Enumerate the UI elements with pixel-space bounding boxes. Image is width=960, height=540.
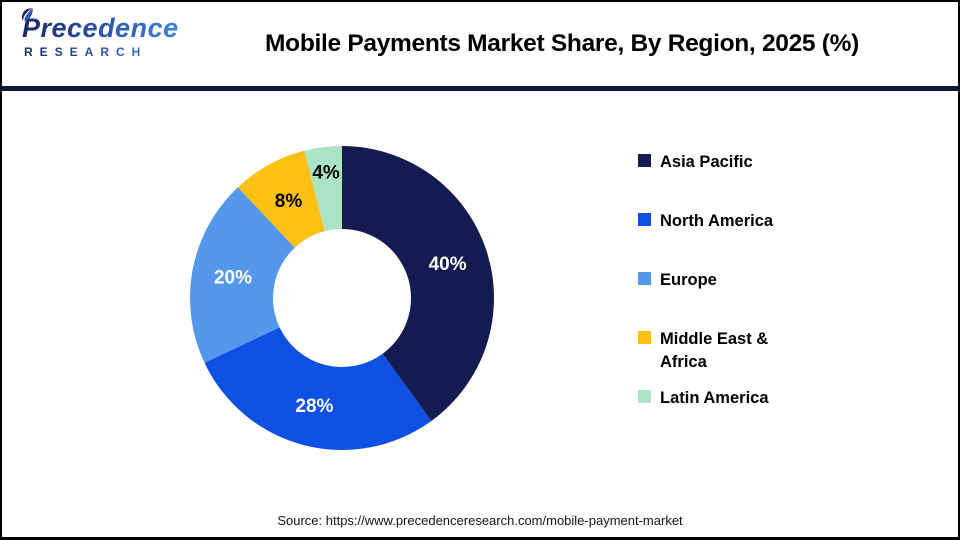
donut-chart: 40% 28% 20% 8% 4% bbox=[182, 138, 502, 458]
data-label-latin-america: 4% bbox=[312, 163, 340, 184]
legend-item-latin-america: Latin America bbox=[638, 387, 769, 410]
logo-text-precedence: Precedence bbox=[22, 13, 179, 43]
legend-label: Asia Pacific bbox=[660, 153, 753, 171]
data-label-middle-east-africa: 8% bbox=[275, 191, 303, 212]
legend-swatch-asia-pacific bbox=[638, 154, 651, 167]
donut-chart-svg: 40% 28% 20% 8% 4% bbox=[190, 146, 494, 450]
data-label-north-america: 28% bbox=[295, 396, 333, 417]
legend-item-middle-east-africa: Middle East & Africa bbox=[638, 328, 788, 374]
legend-swatch-north-america bbox=[638, 213, 651, 226]
donut-slice-europe bbox=[190, 187, 295, 363]
legend-label: Latin America bbox=[660, 389, 769, 407]
donut-slice-north-america bbox=[204, 327, 432, 450]
header: Precedence RESEARCH Mobile Payments Mark… bbox=[2, 2, 958, 86]
donut-slice-asia-pacific bbox=[342, 146, 494, 421]
page-title: Mobile Payments Market Share, By Region,… bbox=[265, 30, 859, 57]
source-text: Source: https://www.precedenceresearch.c… bbox=[277, 513, 683, 528]
data-label-asia-pacific: 40% bbox=[429, 254, 467, 275]
legend-label: Europe bbox=[660, 271, 717, 289]
logo-wordmark: Precedence bbox=[20, 8, 180, 44]
donut-slice-latin-america bbox=[304, 146, 342, 232]
legend-swatch-latin-america bbox=[638, 390, 651, 403]
precedence-research-logo: Precedence RESEARCH bbox=[20, 8, 180, 59]
leaf-icon bbox=[21, 8, 33, 21]
legend-item-asia-pacific: Asia Pacific bbox=[638, 151, 753, 174]
donut-slice-middle-east-africa bbox=[237, 150, 325, 248]
header-divider bbox=[2, 86, 958, 91]
legend-swatch-middle-east-africa bbox=[638, 331, 651, 344]
legend-item-europe: Europe bbox=[638, 269, 717, 292]
legend-swatch-europe bbox=[638, 272, 651, 285]
legend-item-north-america: North America bbox=[638, 210, 773, 233]
data-label-europe: 20% bbox=[214, 268, 252, 289]
legend-label: Middle East & Africa bbox=[660, 330, 769, 371]
logo-text-research: RESEARCH bbox=[20, 45, 180, 59]
legend-label: North America bbox=[660, 212, 774, 230]
